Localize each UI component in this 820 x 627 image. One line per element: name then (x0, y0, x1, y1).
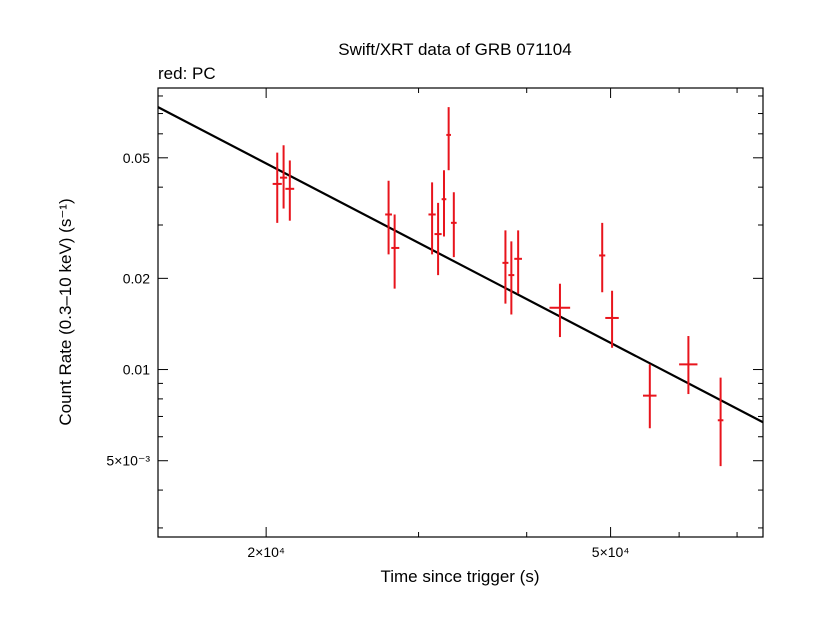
x-tick-label: 2×10⁴ (247, 544, 285, 560)
data-point (605, 290, 619, 348)
data-point (642, 364, 657, 429)
data-point (514, 230, 522, 294)
chart-subtitle: red: PC (158, 64, 216, 83)
axis-tick-labels: 2×10⁴ 5×10⁴ 5×10⁻³ 0.01 0.02 0.05 (106, 150, 629, 560)
data-point (391, 214, 400, 289)
axis-ticks (158, 88, 763, 537)
data-point (450, 192, 457, 258)
data-point (717, 377, 724, 467)
x-axis-label: Time since trigger (s) (380, 567, 539, 586)
data-point (279, 145, 288, 209)
data-point (285, 160, 295, 221)
data-point (549, 283, 571, 338)
chart-title: Swift/XRT data of GRB 071104 (338, 40, 571, 59)
plot-frame (157, 87, 764, 538)
y-tick-label: 0.01 (123, 362, 150, 378)
data-point (428, 182, 436, 255)
data-point (679, 336, 698, 395)
data-point (441, 170, 447, 237)
y-tick-label: 0.02 (123, 270, 150, 286)
data-points-group (272, 107, 724, 467)
power-law-fit-line (157, 106, 764, 424)
data-point (272, 152, 282, 223)
data-point (599, 222, 606, 293)
y-tick-label: 0.05 (123, 150, 150, 166)
y-tick-label: 5×10⁻³ (106, 453, 150, 469)
y-axis-label: Count Rate (0.3–10 keV) (s⁻¹) (56, 198, 75, 425)
fit-line-group (157, 106, 764, 424)
data-point (502, 230, 509, 304)
data-point (434, 202, 442, 276)
data-point (508, 241, 515, 315)
data-point (446, 107, 451, 171)
x-tick-label: 5×10⁴ (592, 544, 630, 560)
data-point (385, 180, 392, 255)
